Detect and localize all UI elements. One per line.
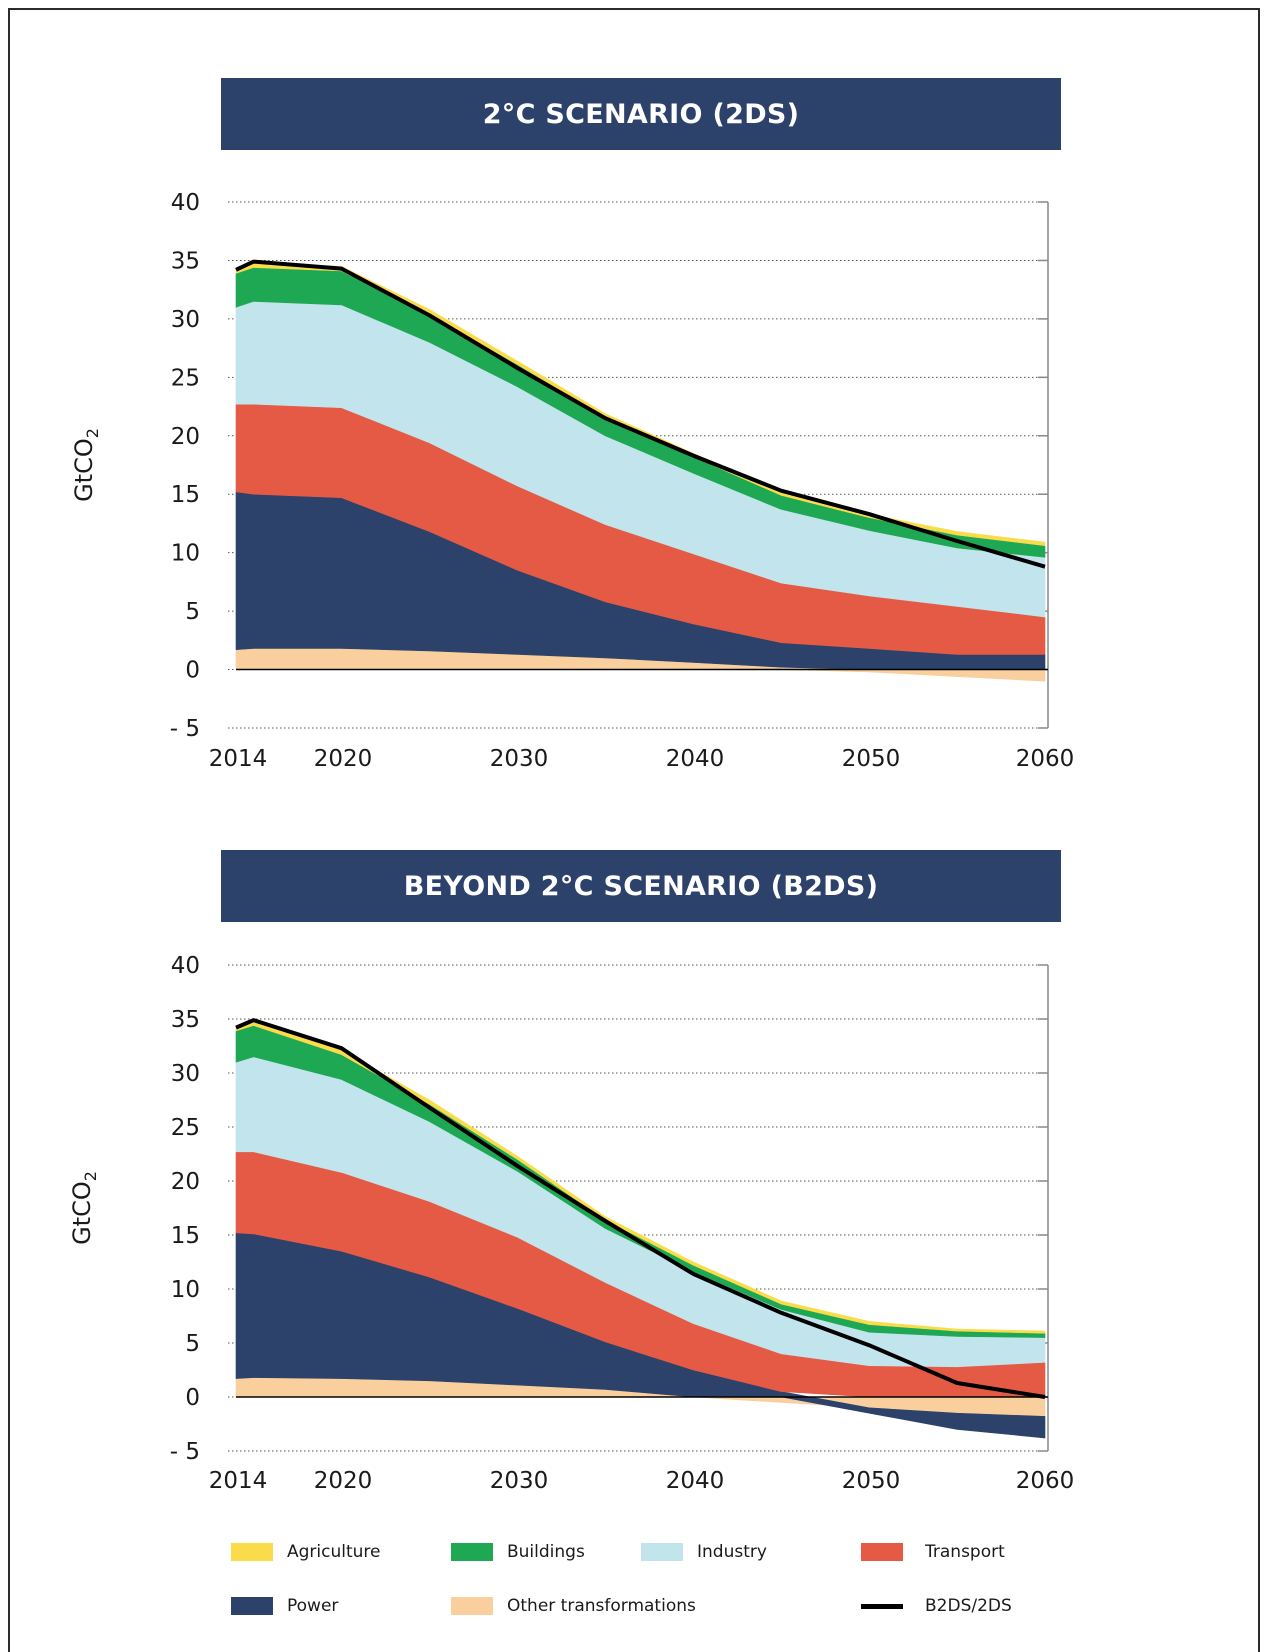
y-tick-label: - 5: [170, 716, 200, 742]
x-tick-label: 2020: [314, 746, 373, 772]
chart-2ds: 40 35 30 25 20 15 10 5 0 - 5 2014 2020 2030 2040 2050 2…: [70, 190, 1074, 772]
x-tick-label: 2014: [209, 1468, 268, 1494]
y-tick-label: 30: [171, 307, 200, 333]
line-b2ds-2ds: [235, 1018, 1046, 1399]
x-tick-label: 2014: [209, 746, 268, 772]
y-tick-label: 15: [171, 1223, 200, 1249]
x-tick-label: 2050: [842, 1468, 901, 1494]
y-tick-label: 30: [171, 1061, 200, 1087]
y-tick-label: 35: [171, 248, 200, 274]
x-tick-label: 2050: [842, 746, 901, 772]
chart-title-2ds: 2°C SCENARIO (2DS): [221, 78, 1061, 150]
y-tick-label: 25: [171, 1115, 200, 1141]
chart-title-b2ds: BEYOND 2°C SCENARIO (B2DS): [221, 850, 1061, 922]
y-tick-label: 35: [171, 1007, 200, 1033]
line-b2ds-2ds: [235, 259, 1046, 569]
figure-frame: [8, 8, 1260, 1652]
chart-b2ds: 40 35 30 25 20 15 10 5 0 - 5 2014 2020 2030 2040 2050 2…: [68, 953, 1074, 1494]
y-tick-label: - 5: [170, 1439, 200, 1465]
y-tick-label: 0: [185, 1385, 200, 1411]
y-tick-label: 20: [171, 424, 200, 450]
x-tick-label: 2060: [1016, 746, 1075, 772]
y-axis-label: GtCO2: [68, 1171, 100, 1245]
x-tick-label: 2060: [1016, 1468, 1075, 1494]
x-tick-label: 2040: [666, 746, 725, 772]
y-tick-label: 5: [185, 599, 200, 625]
y-tick-label: 20: [171, 1169, 200, 1195]
x-tick-label: 2030: [490, 746, 549, 772]
y-tick-label: 15: [171, 482, 200, 508]
y-tick-label: 10: [171, 1277, 200, 1303]
y-tick-label: 40: [171, 953, 200, 979]
y-tick-label: 25: [171, 365, 200, 391]
y-tick-label: 5: [185, 1331, 200, 1357]
y-axis-label: GtCO2: [70, 428, 102, 502]
x-tick-label: 2030: [490, 1468, 549, 1494]
x-tick-label: 2020: [314, 1468, 373, 1494]
y-tick-label: 10: [171, 541, 200, 567]
y-tick-label: 0: [185, 658, 200, 684]
y-tick-label: 40: [171, 190, 200, 216]
x-tick-label: 2040: [666, 1468, 725, 1494]
